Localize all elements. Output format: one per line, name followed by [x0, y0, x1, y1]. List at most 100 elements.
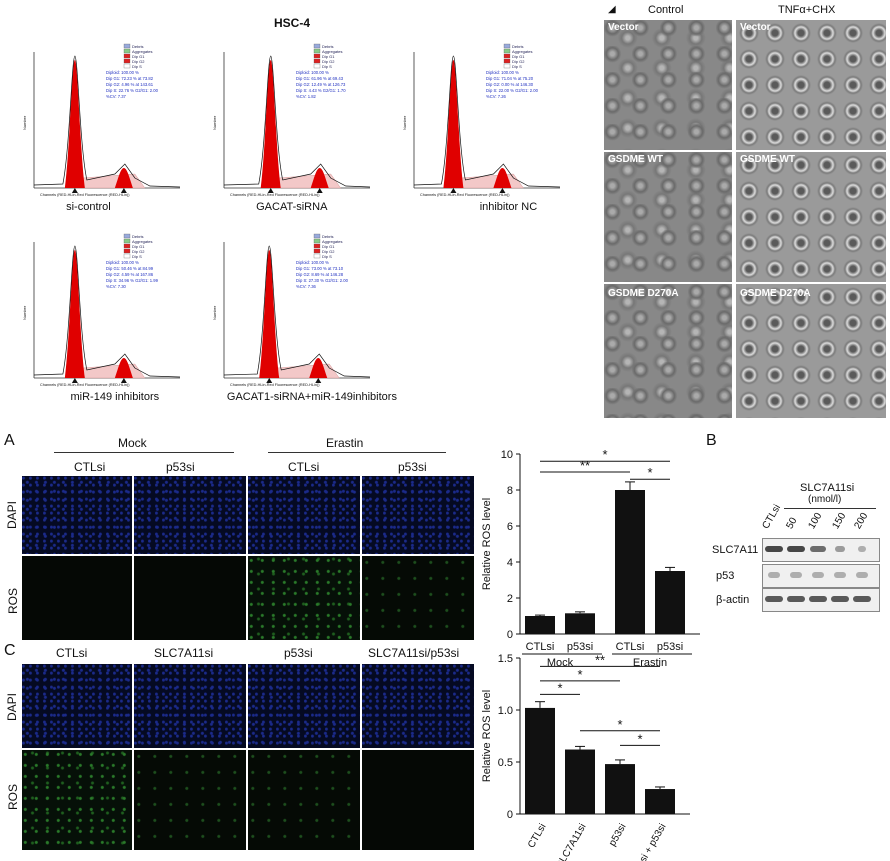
hist-legend-label: Dip S: [322, 254, 332, 259]
hist-g1-peak: [259, 250, 280, 378]
blot-band: [856, 572, 868, 578]
hist-stat-line: Dip G1: 50.46 % at 84.99: [106, 266, 154, 271]
panel-a-row-dapi: DAPI: [5, 500, 20, 530]
bar: [525, 616, 555, 634]
blot-band: [835, 546, 845, 552]
hist-stat-line: Dip G2: 4.59 % at 167.86: [106, 272, 154, 277]
hist-legend-label: Dip S: [132, 254, 142, 259]
hist-legend-label: Dip G2: [512, 59, 525, 64]
micrograph-d270a-control: [604, 284, 732, 418]
hist-g2-peak: [114, 358, 133, 378]
hist-legend-swatch: [123, 248, 131, 254]
hist-arrow-g2: [316, 188, 323, 193]
panel-c-col-2: SLC7A11si: [154, 646, 214, 660]
hist-g1-peak: [260, 60, 281, 188]
panel-c-col-1: CTLsi: [56, 646, 88, 660]
panel-c-row-ros: ROS: [6, 783, 21, 811]
blot-lane-label: 50: [784, 515, 800, 531]
panel-a-dapi-4: [362, 476, 474, 554]
hist-xlabel: Channels (RED-HLin-Red Fluorescence (RED…: [230, 383, 320, 387]
panel-a-ros-2: [134, 556, 246, 640]
hist-xlabel: Channels (RED-HLin-Red Fluorescence (RED…: [420, 193, 510, 197]
bar: [645, 789, 675, 814]
y-axis-label: Relative ROS level: [481, 690, 493, 782]
x-tick-label: CTLsi: [526, 822, 549, 850]
blot-band: [787, 596, 805, 602]
y-tick-label: 1.0: [498, 705, 513, 717]
panel-c-dapi-2: [134, 664, 246, 748]
blot-treatment: SLC7A11si: [800, 482, 855, 494]
blot-lane-label: 100: [806, 511, 825, 531]
hist-legend-swatch: [313, 63, 321, 69]
hist-legend-label: Debris: [322, 44, 334, 49]
panel-c-col-3: p53si: [284, 646, 313, 660]
hist-arrow-g1: [71, 378, 78, 383]
panel-a-col-1: CTLsi: [74, 460, 106, 474]
hist-stat-line: Dip G2: 8.69 % at 146.28: [296, 272, 344, 277]
hist-xlabel: Channels (RED-HLin-Red Fluorescence (RED…: [230, 193, 320, 197]
bar: [655, 571, 685, 634]
hsc4-title: HSC-4: [274, 16, 311, 30]
x-tick-label: p53si: [657, 641, 683, 653]
blot-strip-p53: [762, 564, 880, 588]
hist-legend-label: Dip S: [322, 64, 332, 69]
hist-legend-label: Debris: [512, 44, 524, 49]
hist-legend-swatch: [123, 43, 131, 49]
hist-legend-label: Dip G2: [132, 249, 145, 254]
hist-outline: [33, 245, 181, 378]
bar: [565, 749, 595, 814]
hist-stat-line: Dip G2: 12.49 % at 126.73: [296, 82, 346, 87]
hist-caption: GACAT-siRNA: [256, 201, 328, 213]
x-tick-label: p53si: [607, 822, 628, 848]
hist-legend-swatch: [503, 63, 511, 69]
hist-g2-peak: [310, 168, 329, 188]
hist-ylabel: Number: [402, 115, 407, 130]
bar: [615, 490, 645, 634]
blot-band: [768, 572, 780, 578]
x-tick-label: CTLsi: [616, 641, 645, 653]
hist-arrow-g1: [266, 378, 273, 383]
micrograph-vector-control: [604, 20, 732, 150]
blot-band: [765, 546, 783, 552]
hist-outline: [223, 55, 371, 188]
hist-stat-line: %CV: 7.37: [106, 94, 127, 99]
hist-legend-swatch: [313, 58, 321, 64]
blot-band: [834, 572, 846, 578]
hist-caption: inhibitor NC: [480, 201, 538, 213]
hist-stat-line: Diploid: 100.00 %: [106, 260, 139, 265]
hist-stat-line: Diploid: 100.00 %: [296, 260, 329, 265]
hist-legend-label: Dip S: [512, 64, 522, 69]
panel-a-row-ros: ROS: [6, 587, 21, 615]
hist-legend-swatch: [123, 243, 131, 249]
panel-c-ros-2: [134, 750, 246, 850]
panel-a-dapi-1: [22, 476, 132, 554]
hist-legend-label: Dip G2: [132, 59, 145, 64]
hist-legend-swatch: [313, 43, 321, 49]
hist-stat-line: %CV: 7.30: [106, 284, 127, 289]
hist-legend-swatch: [123, 63, 131, 69]
blot-band: [858, 546, 866, 552]
hist-g1-peak: [64, 60, 85, 188]
hist-legend-swatch: [503, 53, 511, 59]
hist-g1-peak: [443, 60, 464, 188]
group-erastin-line: [268, 452, 446, 453]
hist-legend-label: Dip G1: [322, 54, 335, 59]
hist-arrow-g2: [315, 378, 322, 383]
hist-xlabel: Channels (RED-HLin-Red Fluorescence (RED…: [40, 383, 130, 387]
y-tick-label: 2: [507, 593, 513, 605]
hist-legend-swatch: [123, 53, 131, 59]
row-label-vector-b: Vector: [740, 22, 771, 33]
panel-c-col-4: SLC7A11si/p53si: [368, 646, 460, 660]
hist-legend-swatch: [313, 253, 321, 259]
hist-legend-swatch: [123, 48, 131, 54]
y-tick-label: 0: [507, 629, 513, 641]
hist-g1-peak: [64, 250, 85, 378]
hist-outline: [413, 55, 561, 188]
hist-g2-peak: [114, 168, 133, 188]
hist-legend-label: Aggregates: [322, 49, 342, 54]
hist-s-phase: [453, 173, 524, 189]
blot-protein-slc7a11: SLC7A11: [712, 544, 759, 556]
hist-stat-line: Dip G2: 0.00 % at 146.30: [486, 82, 534, 87]
